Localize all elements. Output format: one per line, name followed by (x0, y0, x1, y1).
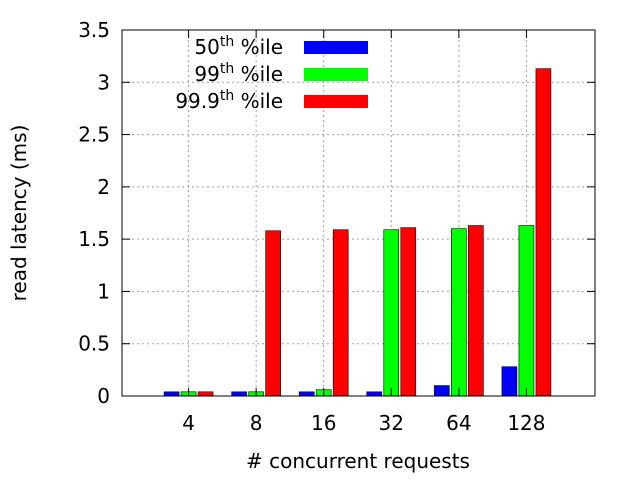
bar-series-0-cat-1 (231, 391, 247, 397)
x-axis: 4 8 16 32 64 128 (182, 30, 546, 435)
x-tick-label: 8 (250, 411, 263, 435)
y-axis: 0 0.5 1 1.5 2 2.5 3 3.5 (78, 18, 595, 408)
legend-swatch (304, 68, 368, 81)
bar-series-0-cat-3 (366, 391, 383, 397)
legend-swatch (304, 41, 368, 54)
x-tick-label: 16 (311, 411, 336, 435)
plot-frame (121, 29, 596, 397)
x-axis-label: # concurrent requests (246, 449, 470, 473)
bar-series-1-cat-4 (451, 228, 467, 397)
y-tick-label: 0 (97, 384, 110, 408)
x-tick-label: 32 (379, 411, 404, 435)
bar-series-2-cat-3 (400, 227, 417, 397)
bar-series-0-cat-2 (298, 391, 315, 397)
y-tick-label: 2.5 (78, 123, 110, 147)
legend-entry: 99th %ile (194, 61, 368, 86)
bar-series-1-cat-5 (518, 225, 535, 397)
y-tick-label: 3 (97, 70, 110, 94)
bar-series-1-cat-3 (383, 229, 400, 397)
bar-series-2-cat-5 (535, 68, 552, 397)
y-tick-label: 2 (97, 175, 110, 199)
bar-series-2-cat-0 (197, 391, 214, 397)
x-tick-label: 128 (507, 411, 545, 435)
y-tick-label: 1 (97, 279, 110, 303)
y-tick-label: 0.5 (78, 332, 110, 356)
x-tick-label: 64 (446, 411, 471, 435)
legend-entry: 50th %ile (194, 34, 368, 59)
legend-swatch (304, 95, 368, 108)
legend-entry: 99.9th %ile (175, 88, 368, 113)
bar-series-0-cat-4 (434, 385, 450, 397)
bars (163, 68, 552, 397)
y-tick-label: 3.5 (78, 18, 110, 42)
legend-label: 99.9th %ile (175, 88, 283, 113)
x-tick-label: 4 (182, 411, 195, 435)
y-axis-label: read latency (ms) (7, 125, 31, 302)
bar-series-0-cat-5 (501, 366, 518, 397)
bar-series-2-cat-1 (265, 230, 281, 397)
y-tick-label: 1.5 (78, 227, 110, 251)
bar-series-0-cat-0 (163, 391, 180, 397)
legend-label: 50th %ile (194, 34, 283, 59)
bar-series-2-cat-2 (332, 229, 349, 397)
legend-label: 99th %ile (194, 61, 283, 86)
bar-series-2-cat-4 (468, 225, 484, 397)
